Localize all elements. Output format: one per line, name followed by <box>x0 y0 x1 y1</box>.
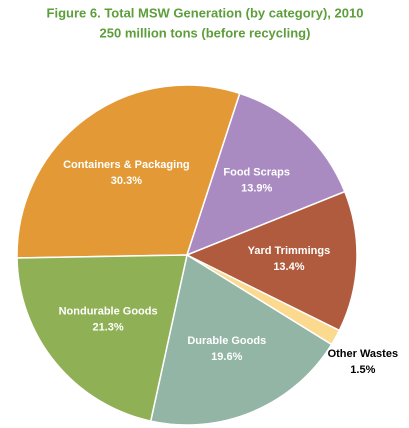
pie-slice <box>149 253 333 426</box>
slice-label: Nondurable Goods <box>59 306 158 318</box>
slice-value-label: 13.4% <box>273 261 304 273</box>
chart-subtitle: 250 million tons (before recycling) <box>100 25 311 40</box>
slice-value-label: 30.3% <box>111 175 142 187</box>
pie-slice <box>16 84 241 259</box>
slice-value-label: 1.5% <box>350 364 375 376</box>
slice-value-label: 19.6% <box>211 351 242 363</box>
slice-label: Food Scraps <box>223 166 290 178</box>
slice-label: Other Wastes <box>328 348 399 360</box>
slice-value-label: 13.9% <box>241 182 272 194</box>
slice-label: Yard Trimmings <box>248 245 331 257</box>
slice-label: Durable Goods <box>187 335 266 347</box>
pie-slice <box>185 190 358 332</box>
slice-value-label: 21.3% <box>93 322 124 334</box>
slice-label: Containers & Packaging <box>63 159 190 171</box>
pie-slice <box>16 254 188 422</box>
chart-title: Figure 6. Total MSW Generation (by categ… <box>47 5 364 20</box>
pie-slice <box>185 92 346 257</box>
